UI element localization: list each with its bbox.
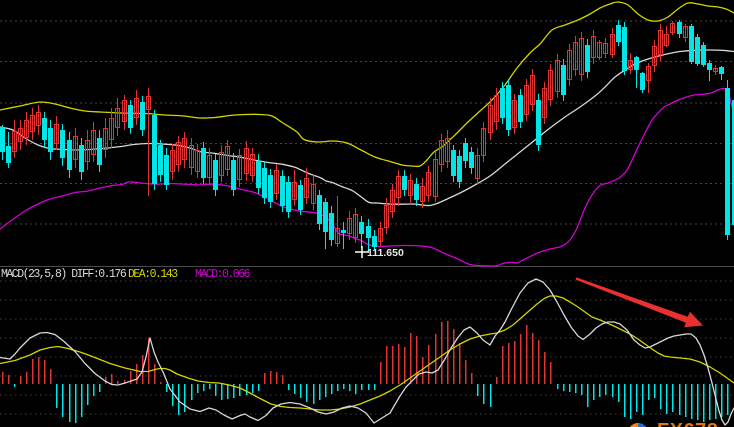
- svg-text:FX678: FX678: [657, 420, 718, 427]
- svg-text:111.650: 111.650: [367, 247, 404, 259]
- svg-text:DEA:0.143: DEA:0.143: [128, 268, 178, 281]
- svg-text:MACD:0.066: MACD:0.066: [195, 268, 251, 281]
- svg-text:MACD(23,5,8) DIFF:0.176: MACD(23,5,8) DIFF:0.176: [1, 268, 127, 281]
